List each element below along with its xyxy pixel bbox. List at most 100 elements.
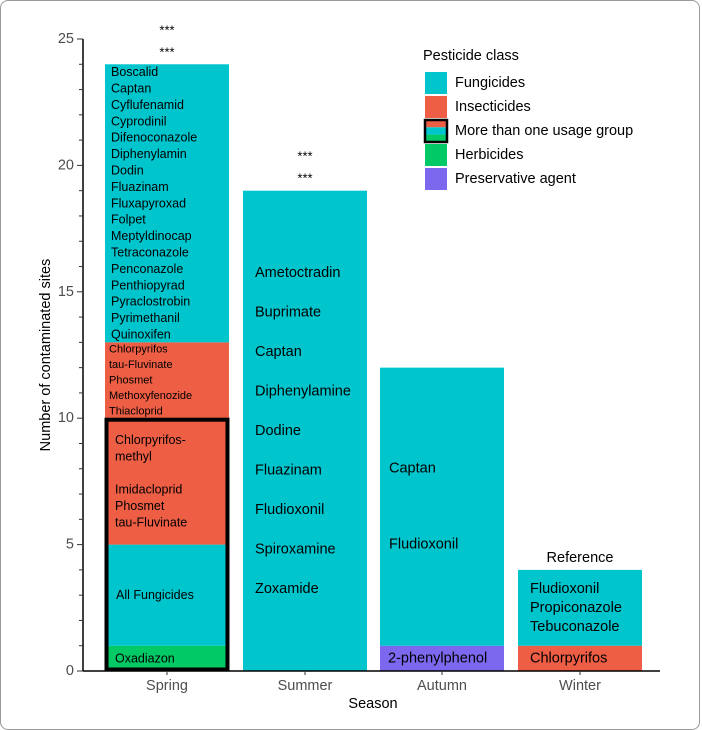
significance-annotation: *** [297,171,312,186]
y-tick-label: 15 [58,284,74,300]
legend-label: More than one usage group [455,123,633,139]
segment-label: 2-phenylphenol [388,650,487,666]
segment-label: Cyflufenamid [111,98,184,112]
bar-segment-fungicides [243,190,367,671]
segment-label: Propiconazole [530,600,622,616]
segment-label: Dodine [255,423,301,439]
segment-label: Fludioxonil [530,581,599,597]
legend-swatch-part [425,134,447,142]
bar-segment-insecticides [105,342,229,419]
legend-swatch-part [425,127,447,135]
segment-label: Zoxamide [255,581,319,597]
legend-label: Herbicides [455,147,524,163]
legend-item: Herbicides [425,144,524,166]
bar-winter: Chlorpyrifos Fludioxonil Propiconazole Tebu… [518,550,642,671]
segment-label: Captan [389,461,436,477]
segment-label: Difenoconazole [111,131,197,145]
segment-label: Pyraclostrobin [111,295,190,309]
segment-label: Chlorpyrifos [530,650,607,666]
bar-segment-fungicides [380,367,504,646]
segment-label: Captan [255,344,302,360]
segment-label: Dodin [111,164,144,178]
bar-segment-herbicides [105,645,229,671]
significance-annotation: *** [159,44,174,59]
segment-label: Chlorpyrifos- [115,433,186,447]
legend-swatch [425,96,447,118]
y-tick-label: 0 [66,663,74,679]
y-tick-label: 10 [58,410,74,426]
axes-layer: 0 5 10 15 20 25 Spring Summer Autumn Winter [58,31,660,694]
significance-annotation: *** [297,149,312,164]
x-tick-label: Autumn [417,678,467,694]
segment-label: Fluazinam [111,180,169,194]
stacked-bar-chart: Oxadiazon All Fungicides Chlorpyrifos-meth… [38,22,660,712]
segment-label: Fluxapyroxad [111,196,186,210]
segment-label: Diphenylamine [255,383,351,399]
segment-label: Oxadiazon [115,651,175,665]
y-tick-label: 25 [58,31,74,47]
segment-label: Diphenylamin [111,147,187,161]
legend: Pesticide class Fungicides Insecticides Mo… [423,48,633,190]
segment-label: Imidacloprid [115,483,182,497]
segment-label: Methoxyfenozide [109,390,192,402]
bar-segment-fungicides [105,544,229,646]
bar-summer: Ametoctradin Buprimate Captan Diphenylamine… [243,149,367,671]
bars-layer: Oxadiazon All Fungicides Chlorpyrifos-meth… [104,22,642,672]
segment-label: Penconazole [111,262,183,276]
segment-label: Quinoxifen [111,328,171,342]
bar-spring: Oxadiazon All Fungicides Chlorpyrifos-meth… [104,22,230,672]
legend-swatch-border [423,118,449,144]
legend-swatch-part [425,120,447,128]
segment-label: Cyprodinil [111,114,167,128]
segment-label: Fluazinam [255,462,322,478]
bar-segment-preservative-agent [380,645,504,671]
segment-label: Phosmet [115,499,165,513]
segment-label: Phosmet [109,374,152,386]
bar-segment-fungicides [105,64,229,343]
bar-segment-insecticides [518,645,642,671]
segment-label: Tebuconazole [530,619,620,635]
segment-label: Meptyldinocap [111,229,192,243]
legend-title: Pesticide class [423,48,519,64]
legend-item: More than one usage group [423,118,633,144]
segment-label: Folpet [111,213,146,227]
legend-item: Preservative agent [425,168,576,190]
x-axis-label: Season [348,696,397,712]
segment-label: Spiroxamine [255,541,336,557]
bar-segment-fungicides [518,569,642,646]
segment-label: Penthiopyrad [111,278,185,292]
segment-label: Tetraconazole [111,246,189,260]
segment-label: Buprimate [255,304,321,320]
segment-label: Chlorpyrifos [109,343,168,355]
segment-label: All Fungicides [116,588,194,602]
bar-segment-insecticides [105,418,229,545]
segment-label: Pyrimethanil [111,311,180,325]
y-tick-label: 20 [58,157,74,173]
x-tick-label: Summer [278,678,333,694]
legend-label: Fungicides [455,75,525,91]
segment-label: Thiacloprid [109,405,163,417]
segment-label: Ametoctradin [255,265,340,281]
segment-label: Fludioxonil [389,537,458,553]
legend-label: Preservative agent [455,171,576,187]
x-tick-label: Spring [146,678,188,694]
legend-item: Insecticides [425,96,531,118]
segment-label: Captan [111,82,151,96]
legend-item: Fungicides [425,72,525,94]
y-axis-label: Number of contaminated sites [38,259,54,452]
group-box-more-than-one-usage-group [104,417,230,672]
segment-label: methyl [115,450,152,464]
segment-label: Fludioxonil [255,502,324,518]
segment-label: tau-Fluvinate [109,359,173,371]
x-tick-label: Winter [559,678,601,694]
legend-swatch [425,144,447,166]
legend-swatch [425,72,447,94]
significance-annotation: *** [159,22,174,37]
legend-label: Insecticides [455,99,531,115]
legend-swatch [425,168,447,190]
y-tick-label: 5 [66,537,74,553]
bar-autumn: 2-phenylphenol Captan Fludioxonil [380,367,504,671]
segment-label: tau-Fluvinate [115,516,187,530]
segment-label: Boscalid [111,65,158,79]
reference-annotation: Reference [547,550,614,566]
